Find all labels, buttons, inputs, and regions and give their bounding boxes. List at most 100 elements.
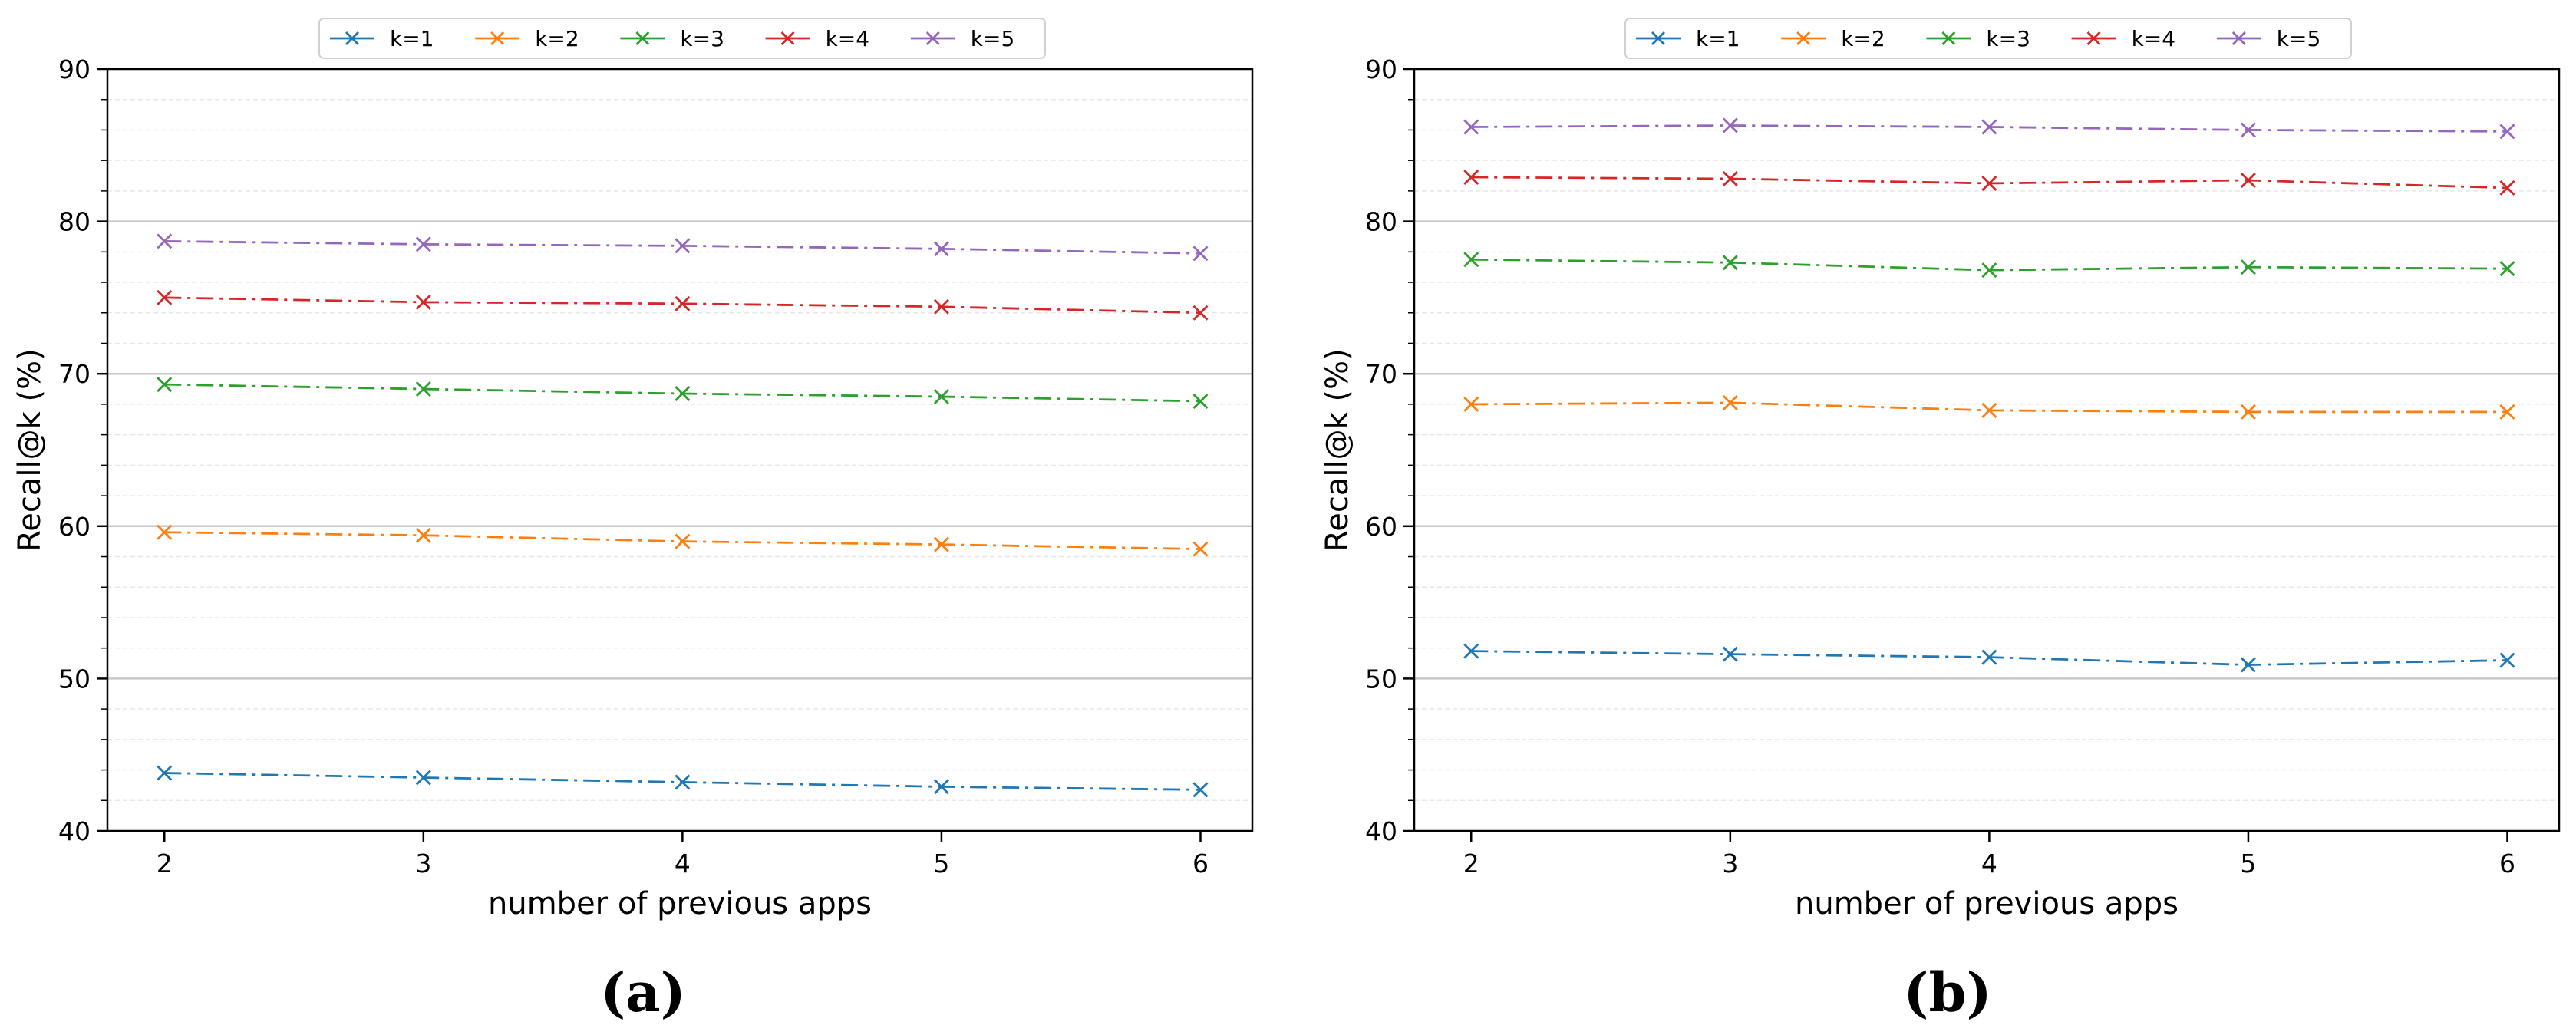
data-point-marker <box>933 298 949 315</box>
data-point-marker <box>2499 652 2515 668</box>
x-tick-label: 5 <box>933 849 949 878</box>
data-point-marker <box>1192 305 1209 321</box>
legend-label: k=2 <box>1841 26 1885 51</box>
legend-marker <box>635 31 650 45</box>
plot-frame <box>1413 68 2561 832</box>
data-point-marker <box>2240 122 2256 138</box>
data-point-marker <box>2499 261 2515 277</box>
data-point-marker <box>1192 246 1209 262</box>
data-point-marker <box>1463 252 1479 268</box>
data-point-marker <box>675 774 691 790</box>
data-point-marker <box>415 770 431 786</box>
y-tick-label: 70 <box>1365 359 1397 389</box>
data-point-marker <box>675 295 691 311</box>
legend-label: k=3 <box>1986 26 2030 51</box>
legend-label: k=2 <box>535 26 579 51</box>
legend-marker <box>345 31 359 45</box>
x-axis-label: number of previous apps <box>488 886 872 921</box>
y-tick-label: 90 <box>58 54 91 84</box>
x-tick-label: 3 <box>1722 849 1738 878</box>
data-point-marker <box>157 524 173 540</box>
data-point-marker <box>933 389 949 404</box>
legend-marker <box>925 31 940 45</box>
data-point-marker <box>2240 657 2256 673</box>
legend-label: k=1 <box>390 26 434 51</box>
y-tick-label: 60 <box>1365 512 1397 542</box>
y-tick-label: 80 <box>58 207 91 237</box>
data-point-marker <box>157 377 173 393</box>
data-point-marker <box>1981 402 1997 418</box>
data-point-marker <box>933 779 949 795</box>
legend-marker <box>780 31 795 45</box>
x-tick-label: 3 <box>415 849 431 878</box>
x-tick-label: 4 <box>675 849 691 878</box>
legend-marker <box>1796 31 1811 45</box>
legend-marker <box>2231 31 2246 45</box>
data-point-marker <box>2499 180 2515 196</box>
y-tick-label: 40 <box>58 816 91 846</box>
legend-label: k=5 <box>2277 26 2321 51</box>
data-point-marker <box>1192 393 1209 409</box>
series-line-k3 <box>1471 258 2508 272</box>
series-line-k5 <box>164 240 1201 255</box>
data-point-marker <box>1981 262 1997 279</box>
series-line-k4 <box>164 296 1201 315</box>
panel-label: (a) <box>600 961 686 1024</box>
y-tick-label: 80 <box>1365 207 1397 237</box>
data-point-marker <box>1981 119 1997 135</box>
legend-label: k=4 <box>2132 26 2176 51</box>
data-point-marker <box>1463 119 1479 135</box>
y-tick-label: 50 <box>1365 664 1397 694</box>
data-point-marker <box>157 765 173 781</box>
legend-marker <box>490 31 505 45</box>
data-point-marker <box>933 536 949 552</box>
data-point-marker <box>1463 396 1479 412</box>
data-point-marker <box>415 236 431 252</box>
chart-a: 40 50 60 70 80 90 2 3 4 5 6 number of previous apps… <box>12 18 1254 1024</box>
data-point-marker <box>2240 259 2256 275</box>
y-axis-label: Recall@k (%) <box>12 348 48 551</box>
data-point-marker <box>933 241 949 257</box>
x-tick-label: 2 <box>157 849 173 878</box>
data-point-marker <box>1981 175 1997 191</box>
data-point-marker <box>2240 404 2256 420</box>
data-point-marker <box>2499 404 2515 420</box>
x-tick-label: 6 <box>2499 849 2515 878</box>
data-point-marker <box>2499 124 2515 140</box>
y-tick-label: 50 <box>58 664 91 694</box>
y-tick-label: 70 <box>58 359 91 389</box>
data-point-marker <box>1722 171 1738 186</box>
data-point-marker <box>415 381 431 397</box>
data-point-marker <box>415 527 431 543</box>
legend-label: k=5 <box>971 26 1015 51</box>
legend-marker <box>1941 31 1956 45</box>
data-point-marker <box>2240 172 2256 188</box>
legend-label: k=3 <box>680 26 724 51</box>
chart-b: 40 50 60 70 80 90 2 3 4 5 6 number of previous apps… <box>1320 18 2561 1024</box>
x-axis-label: number of previous apps <box>1795 886 2179 921</box>
data-point-marker <box>157 233 173 249</box>
data-point-marker <box>1463 643 1479 659</box>
y-tick-label: 60 <box>58 512 91 542</box>
data-point-marker <box>675 533 691 549</box>
data-point-marker <box>1722 255 1738 271</box>
x-tick-label: 4 <box>1981 849 1997 878</box>
legend-label: k=4 <box>826 26 870 51</box>
x-tick-label: 6 <box>1192 849 1209 878</box>
legend-box <box>1624 18 2352 59</box>
data-point-marker <box>675 386 691 402</box>
y-axis-label: Recall@k (%) <box>1320 348 1355 551</box>
legend-marker <box>1651 31 1665 45</box>
data-point-marker <box>1981 649 1997 665</box>
legend-label: k=1 <box>1696 26 1740 51</box>
data-point-marker <box>1722 394 1738 410</box>
y-tick-label: 90 <box>1365 54 1397 84</box>
data-point-marker <box>1722 646 1738 662</box>
y-tick-label: 40 <box>1365 816 1397 846</box>
x-tick-label: 5 <box>2240 849 2256 878</box>
data-point-marker <box>675 238 691 254</box>
data-point-marker <box>1192 541 1209 557</box>
legend-marker <box>2086 31 2101 45</box>
plot-frame <box>106 68 1254 832</box>
